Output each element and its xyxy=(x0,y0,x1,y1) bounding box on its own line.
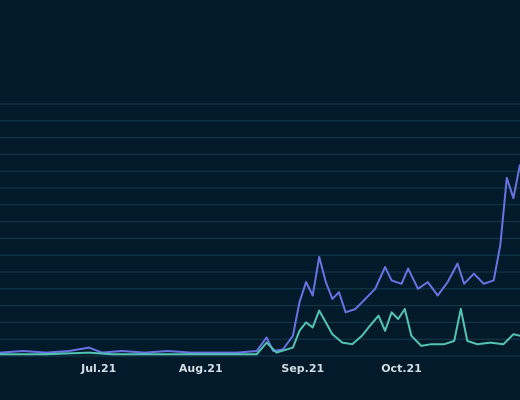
x-axis-ticks: Jul.21 Aug.21 Sep.21 Oct.21 xyxy=(80,362,422,375)
x-tick-label: Jul.21 xyxy=(80,362,116,375)
series-line-0 xyxy=(0,164,520,354)
x-tick-label: Oct.21 xyxy=(381,362,422,375)
x-tick-label: Sep.21 xyxy=(281,362,324,375)
gridlines xyxy=(0,103,520,357)
x-tick-label: Aug.21 xyxy=(179,362,223,375)
series-line-1 xyxy=(0,308,520,356)
series-lines xyxy=(0,164,520,356)
